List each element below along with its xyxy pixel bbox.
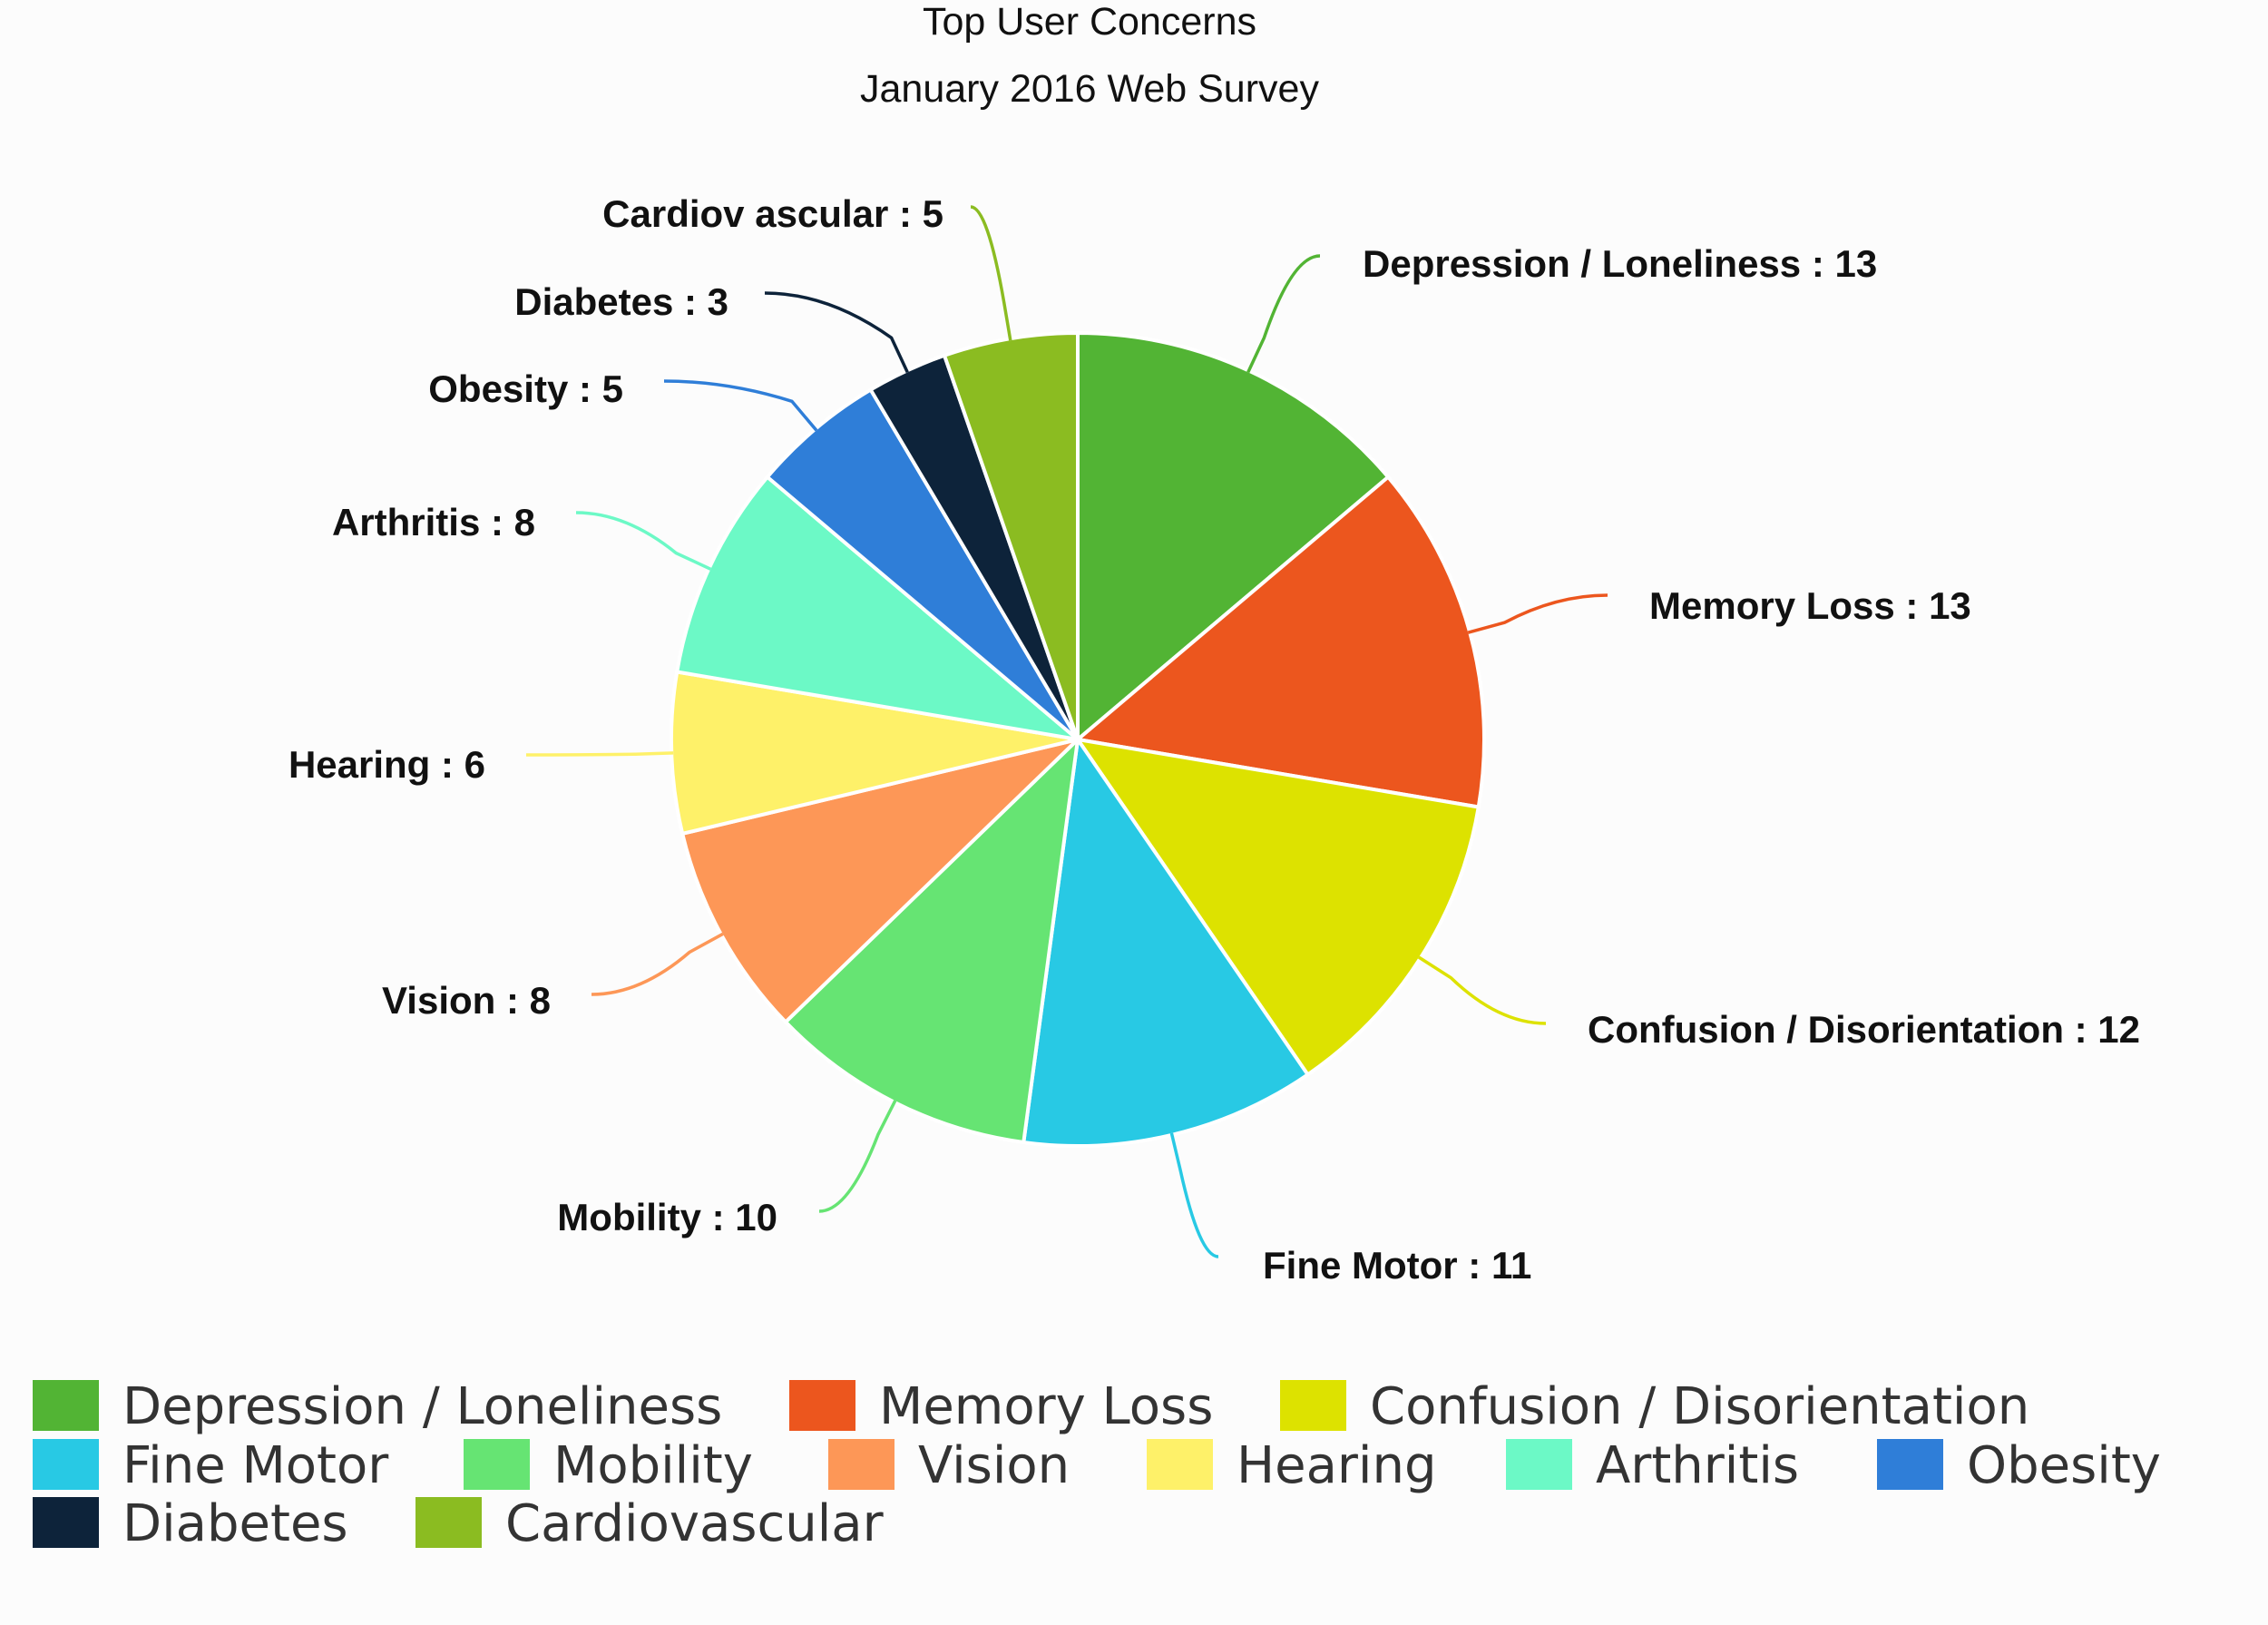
slice-label-hearing: Hearing : 6 [288,743,485,786]
slice-label-mobility: Mobility : 10 [557,1196,777,1238]
legend-label-arthritis: Arthritis [1596,1436,1799,1495]
slice-label-vision: Vision : 8 [382,979,551,1022]
leader-line-mobility [818,1100,897,1213]
legend-swatch-confusion-disorientation [1280,1380,1346,1431]
legend-swatch-arthritis [1506,1439,1572,1490]
slice-labels: Depression / Loneliness : 13 Memory Loss … [288,192,2140,1287]
slice-label-obesity: Obesity : 5 [428,367,623,410]
leader-line-depression-loneliness [1246,254,1321,374]
leader-line-fine-motor [1169,1132,1219,1258]
slice-label-fine-motor: Fine Motor : 11 [1263,1244,1531,1287]
leader-line-vision [591,932,724,996]
chart-subtitle: January 2016 Web Survey [860,67,1319,111]
slice-label-diabetes: Diabetes : 3 [514,280,728,323]
slice-label-depression-loneliness: Depression / Loneliness : 13 [1363,242,1877,285]
legend-label-cardiovascular: Cardiovascular [505,1494,885,1553]
slice-label-confusion-disorientation: Confusion / Disorientation : 12 [1588,1008,2140,1051]
legend-swatch-vision [828,1439,894,1490]
legend-swatch-depression-loneliness [33,1380,99,1431]
legend-label-obesity: Obesity [1967,1436,2161,1495]
legend-swatch-hearing [1147,1439,1213,1490]
legend-swatch-cardiovascular [415,1497,482,1548]
leader-line-memory-loss [1467,593,1608,634]
legend-swatch-diabetes [33,1497,99,1548]
legend-label-hearing: Hearing [1237,1436,1437,1495]
label-leader-lines [525,205,1608,1258]
leader-line-confusion-disorientation [1417,955,1547,1025]
legend-label-vision: Vision [918,1436,1070,1495]
legend-label-diabetes: Diabetes [122,1494,348,1553]
legend-label-depression-loneliness: Depression / Loneliness [122,1377,722,1436]
legend-swatch-obesity [1877,1439,1943,1490]
leader-line-obesity [663,379,818,432]
legend-label-mobility: Mobility [553,1436,753,1495]
legend-label-fine-motor: Fine Motor [122,1436,389,1495]
legend-swatch-memory-loss [789,1380,855,1431]
leader-line-diabetes [764,291,909,374]
legend-swatch-fine-motor [33,1439,99,1490]
leader-line-arthritis [575,511,712,571]
leader-line-cardiovascular [970,205,1012,341]
legend-label-confusion-disorientation: Confusion / Disorientation [1370,1377,2029,1436]
pie-slices [670,331,1486,1148]
leader-line-hearing [525,751,674,757]
legend-label-memory-loss: Memory Loss [879,1377,1213,1436]
slice-label-cardiovascular: Cardiov ascular : 5 [602,192,943,235]
legend-swatch-mobility [464,1439,530,1490]
chart-title: Top User Concerns [923,0,1256,44]
legend: Depression / Loneliness Memory Loss Confus… [33,1377,2161,1553]
slice-label-memory-loss: Memory Loss : 13 [1649,584,1971,627]
slice-label-arthritis: Arthritis : 8 [332,501,535,543]
